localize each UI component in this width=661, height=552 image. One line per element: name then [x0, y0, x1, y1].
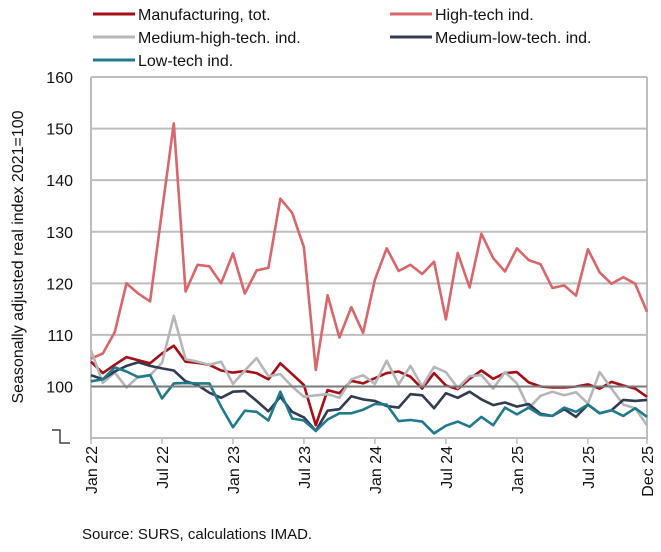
- x-tick-labels: Jan 22 Jul 22 Jan 23 Jul 23 Jan 24 Jul 24 Jan …: [84, 446, 657, 497]
- y-tick-labels: 100 110 120 130 140 150 160: [46, 70, 73, 397]
- series-line-high-tech-ind: [90, 122, 649, 372]
- legend-item: Medium-high-tech. ind.: [93, 30, 301, 47]
- legend-label: Medium-low-tech. ind.: [435, 30, 592, 47]
- legend-label: Low-tech ind.: [138, 53, 233, 70]
- legend-item: Manufacturing, tot.: [93, 7, 271, 24]
- series-lines: [89, 122, 649, 435]
- x-tick-label: Jan 24: [368, 446, 385, 494]
- legend: Manufacturing, tot. High-tech ind. Medium-…: [93, 7, 592, 70]
- x-tick-label: Jul 23: [297, 446, 314, 489]
- legend-item: Medium-low-tech. ind.: [390, 30, 592, 47]
- series-line-medium-high-tech-ind: [89, 314, 649, 426]
- legend-item: Low-tech ind.: [93, 53, 233, 70]
- legend-label: High-tech ind.: [435, 7, 534, 24]
- legend-item: High-tech ind.: [390, 7, 534, 24]
- y-tick-label: 130: [46, 225, 73, 242]
- legend-label: Medium-high-tech. ind.: [138, 30, 301, 47]
- x-tick-label: Jan 22: [84, 446, 101, 494]
- y-tick-label: 140: [46, 173, 73, 190]
- y-tick-label: 150: [46, 122, 73, 139]
- legend-label: Manufacturing, tot.: [138, 7, 271, 24]
- gridlines: [91, 76, 647, 336]
- x-tick-label: Jul 22: [155, 446, 172, 489]
- source-note: Source: SURS, calculations IMAD.: [82, 526, 313, 543]
- axes: [90, 77, 648, 444]
- x-tick-label: Jan 23: [226, 446, 243, 494]
- x-tick-label: Jan 25: [510, 446, 527, 494]
- y-tick-label: 120: [46, 276, 73, 293]
- x-tick-label: Jul 25: [581, 446, 598, 489]
- series-line-medium-low-tech-ind: [90, 360, 648, 433]
- y-tick-label: 110: [47, 328, 73, 345]
- axis-break-icon: [52, 429, 70, 444]
- y-tick-label: 100: [46, 380, 73, 397]
- y-axis-label: Seasonally adjusted real index 2021=100: [10, 110, 27, 403]
- series-line-manufacturing-tot: [90, 344, 648, 427]
- x-tick-label: Jul 24: [439, 446, 456, 489]
- x-tick-label: Dec 25: [640, 446, 657, 497]
- series-line-low-tech-ind: [90, 366, 648, 435]
- y-tick-label: 160: [46, 70, 73, 87]
